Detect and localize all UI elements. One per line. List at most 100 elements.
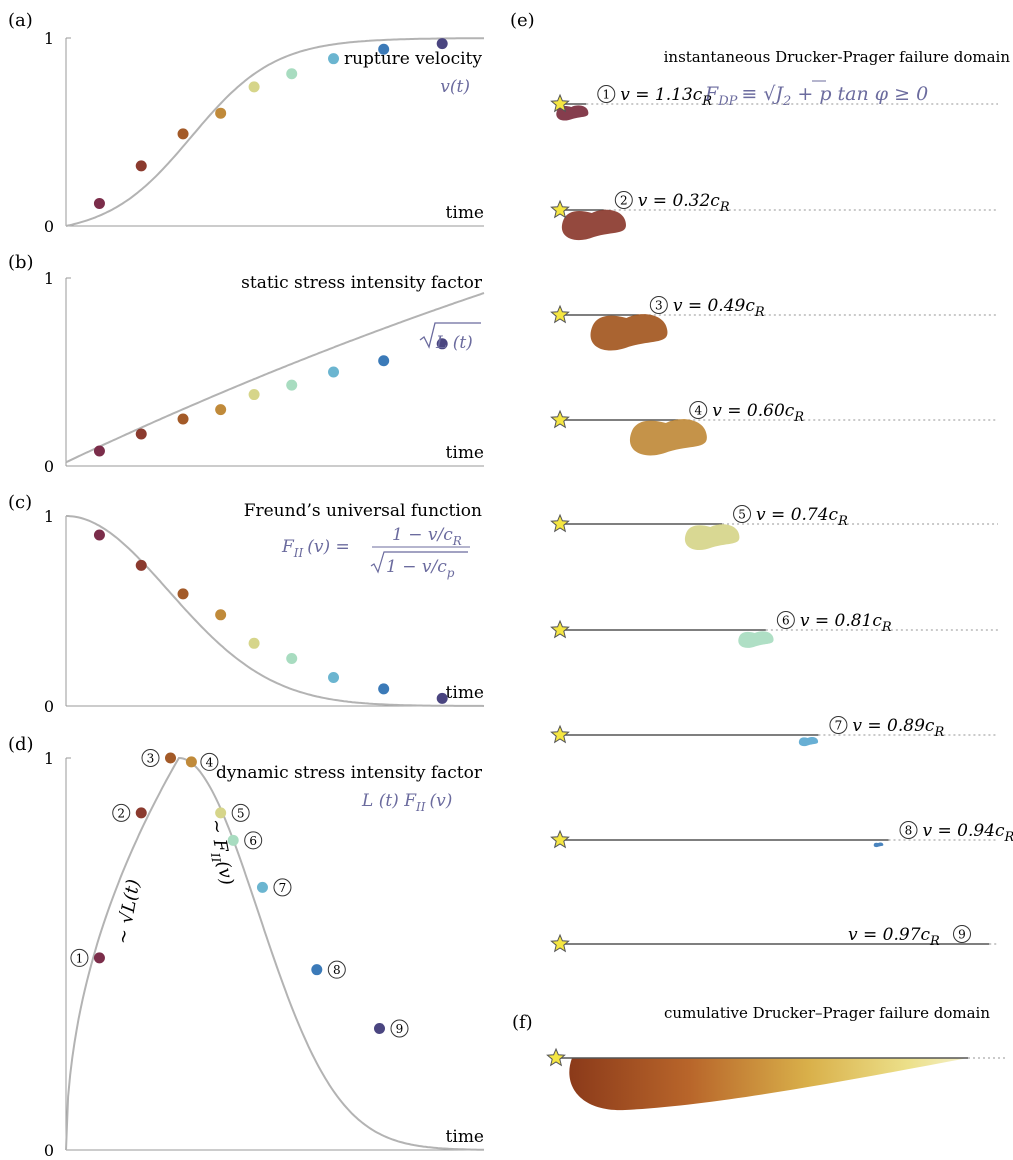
data-point: [215, 807, 227, 819]
data-point: [436, 692, 448, 704]
fdp-j-sub: 2: [782, 94, 791, 109]
data-point: [165, 752, 176, 764]
marker-circle: [649, 296, 668, 314]
formula-arg: (v): [429, 791, 452, 811]
curve: [65, 756, 485, 1151]
velocity-value: v = 0.97c: [848, 925, 931, 945]
denominator: 1 − v/c: [386, 557, 447, 577]
marker-number: 1: [76, 951, 84, 965]
marker-number: 9: [958, 928, 966, 942]
ann-right-arg: (v): [213, 859, 238, 886]
velocity-label: v = 0.32cR: [638, 191, 730, 215]
panel-formula: L (t): [435, 333, 473, 353]
data-point: [328, 366, 340, 378]
curve: [66, 515, 485, 707]
velocity-sub: R: [881, 620, 892, 635]
data-point: [378, 43, 390, 55]
fdp-sub: DP: [717, 94, 737, 109]
panel-title: rupture velocity: [344, 49, 482, 69]
data-point: [227, 834, 239, 846]
data-point: [248, 637, 260, 649]
x-axis-label: time: [446, 203, 484, 223]
formula-lhs: FII (v) =: [281, 537, 350, 560]
data-point: [378, 355, 390, 367]
velocity-value: v = 0.81c: [800, 611, 883, 631]
denominator-sub: p: [447, 566, 455, 580]
formula-denominator: 1 − v/cp: [386, 557, 455, 580]
marker-circle: [231, 803, 250, 822]
marker-number: 8: [905, 824, 913, 838]
panel-d: (d) 1 0 time dynamic stress intensity factor…: [8, 734, 485, 1160]
velocity-label: v = 0.89cR: [852, 716, 944, 740]
formula-sub: II: [415, 800, 426, 814]
data-point: [328, 53, 340, 65]
domain-row: 5 v = 0.74cR: [550, 505, 998, 551]
cumulative-domain: [569, 1058, 968, 1111]
star-icon: [550, 933, 570, 953]
marker-number: 7: [279, 881, 287, 895]
data-point: [93, 445, 105, 457]
failure-domain: [798, 737, 819, 747]
panel-formula: L (t) FII (v): [361, 791, 452, 814]
panel-label: (e): [510, 10, 535, 31]
velocity-value: v = 0.32c: [638, 191, 721, 211]
marker-circle: [70, 948, 89, 967]
tick-label-one: 1: [44, 507, 54, 526]
velocity-label: v = 0.74cR: [756, 505, 848, 529]
panel-label: (b): [8, 252, 34, 273]
panel-e: (e) instantaneous Drucker-Prager failure …: [510, 10, 1013, 953]
velocity-label: v = 1.13cR: [620, 85, 712, 109]
ann-right-sub: II: [208, 851, 224, 864]
panel-title: instantaneous Drucker-Prager failure dom…: [664, 48, 1011, 66]
panel-formula: v(t): [440, 77, 470, 97]
fdp-formula: FDP ≡ √J2 + p tan φ ≥ 0: [704, 83, 928, 109]
star-icon: [550, 409, 570, 429]
fdp-rhs: ≡ √J: [741, 83, 784, 105]
marker-number: 3: [147, 752, 155, 766]
velocity-sub: R: [929, 934, 940, 949]
marker-circle: [614, 191, 633, 209]
failure-domain: [684, 524, 740, 551]
velocity-label: v = 0.60cR: [712, 401, 804, 425]
data-point: [93, 952, 105, 964]
marker-number: 2: [620, 194, 628, 208]
data-point: [248, 81, 260, 93]
domain-row: 9 v = 0.97cR: [550, 925, 998, 953]
data-point: [185, 756, 197, 768]
star-icon: [550, 93, 570, 113]
marker-circle: [390, 1019, 409, 1038]
data-point: [378, 683, 390, 695]
marker-number: 8: [333, 963, 341, 977]
data-point: [135, 428, 147, 440]
panel-title: cumulative Drucker–Prager failure domain: [664, 1004, 990, 1022]
formula-numerator: 1 − v/cR: [392, 525, 462, 548]
velocity-label: v = 0.81cR: [800, 611, 892, 635]
sqrt-sign: [419, 322, 481, 349]
marker-number: 6: [782, 614, 790, 628]
domain-row: 1 v = 1.13cR: [550, 85, 998, 121]
velocity-value: v = 0.74c: [756, 505, 839, 525]
data-point: [215, 107, 227, 119]
failure-domain: [629, 419, 707, 456]
panel-label: (a): [8, 10, 33, 31]
data-point: [215, 609, 227, 621]
marker-circle: [244, 831, 263, 850]
annotation-right: ~ FII(v): [202, 817, 237, 887]
marker-circle: [899, 821, 918, 839]
velocity-sub: R: [719, 200, 730, 215]
panel-title: dynamic stress intensity factor: [216, 763, 483, 783]
tick-label-one: 1: [44, 29, 54, 48]
marker-number: 5: [738, 508, 746, 522]
star-icon: [550, 304, 570, 324]
data-point: [93, 197, 105, 209]
data-point: [135, 559, 147, 571]
marker-circle: [689, 401, 708, 419]
domain-row: 4 v = 0.60cR: [550, 401, 998, 456]
panel-a: (a) 1 0 time rupture velocity v(t): [8, 10, 484, 236]
marker-circle: [733, 505, 752, 523]
data-point: [286, 379, 298, 391]
failure-domain: [873, 842, 884, 848]
velocity-label: v = 0.97cR: [848, 925, 940, 949]
star-icon: [550, 199, 570, 219]
panel-label: (d): [8, 734, 34, 755]
